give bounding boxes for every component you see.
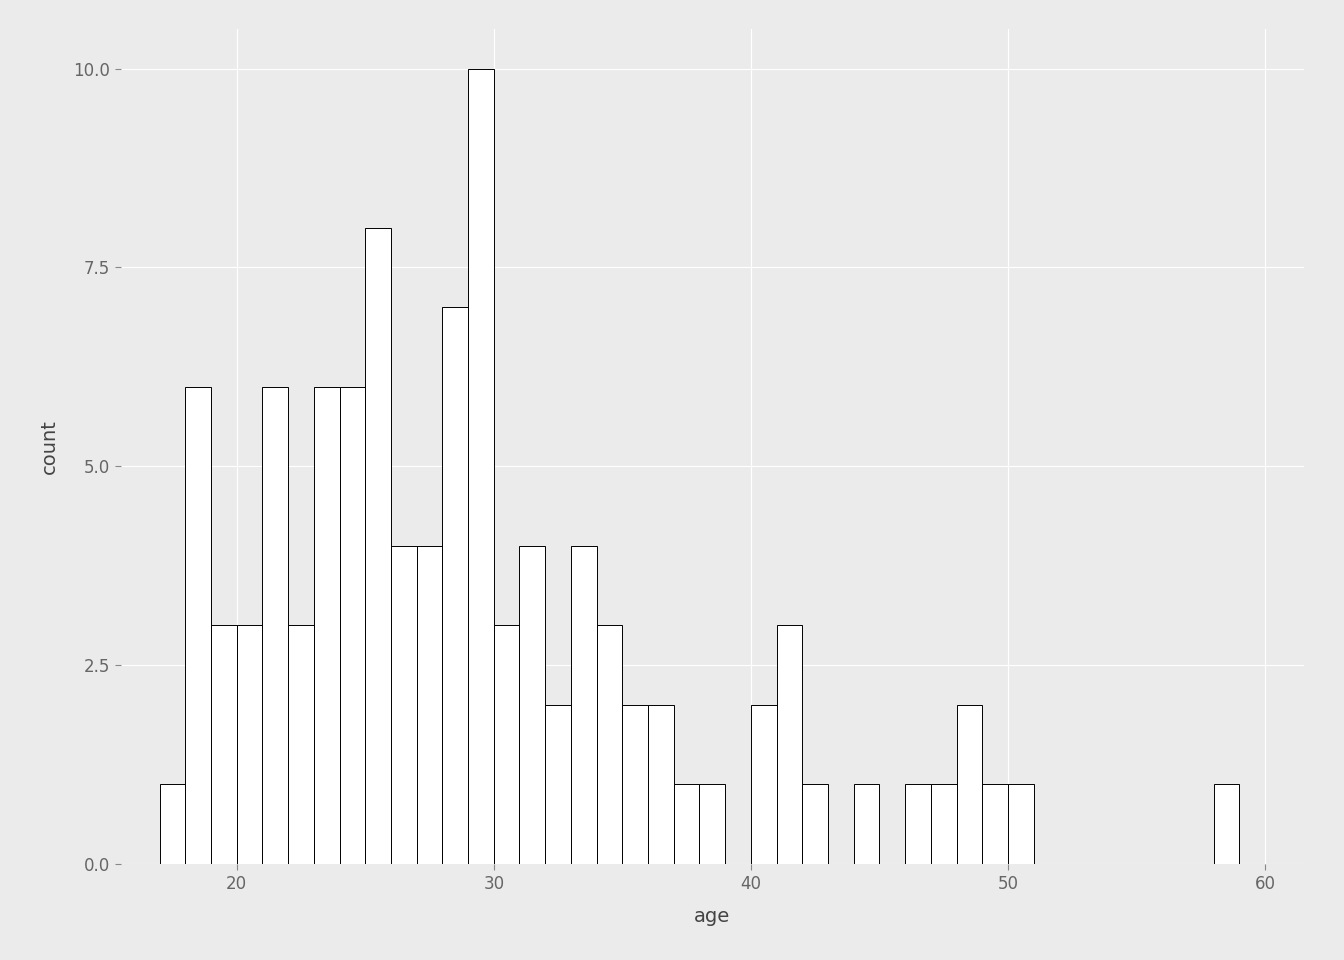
Y-axis label: count: count — [40, 419, 59, 474]
Bar — [417, 546, 442, 864]
Bar — [699, 784, 726, 864]
Bar — [442, 307, 468, 864]
Bar — [982, 784, 1008, 864]
Bar — [211, 625, 237, 864]
Bar — [648, 705, 673, 864]
Bar — [313, 387, 340, 864]
Bar — [622, 705, 648, 864]
Bar — [160, 784, 185, 864]
Bar — [957, 705, 982, 864]
Bar — [391, 546, 417, 864]
Bar — [237, 625, 262, 864]
Bar — [468, 68, 493, 864]
Bar — [185, 387, 211, 864]
X-axis label: age: age — [695, 907, 730, 926]
Bar — [288, 625, 313, 864]
Bar — [1008, 784, 1034, 864]
Bar — [751, 705, 777, 864]
Bar — [673, 784, 699, 864]
Bar — [520, 546, 546, 864]
Bar — [366, 228, 391, 864]
Bar — [802, 784, 828, 864]
Bar — [571, 546, 597, 864]
Bar — [853, 784, 879, 864]
Bar — [262, 387, 288, 864]
Bar — [1214, 784, 1239, 864]
Bar — [905, 784, 931, 864]
Bar — [597, 625, 622, 864]
Bar — [777, 625, 802, 864]
Bar — [340, 387, 366, 864]
Bar — [493, 625, 520, 864]
Bar — [546, 705, 571, 864]
Bar — [931, 784, 957, 864]
